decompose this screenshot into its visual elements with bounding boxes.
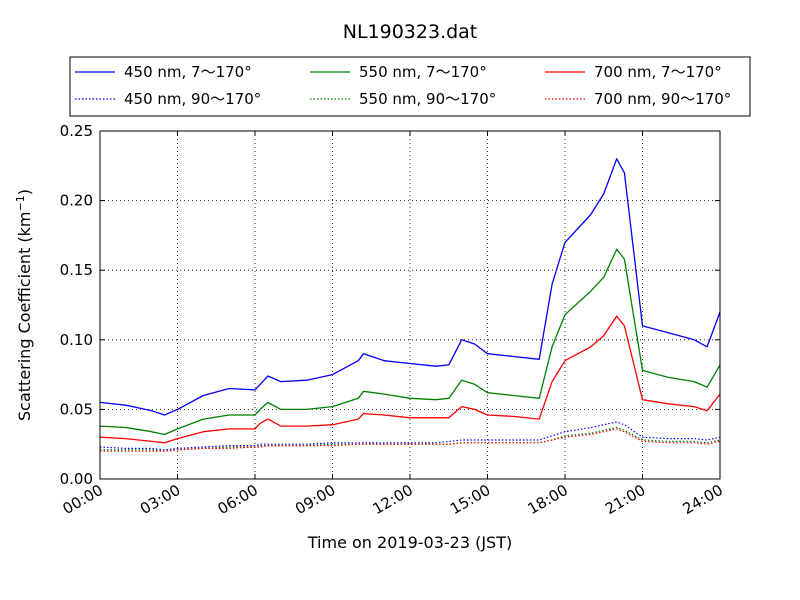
chart-title: NL190323.dat bbox=[343, 21, 478, 43]
legend: 450 nm, 7～170° 450 nm, 90～170° 550 nm, 7～1… bbox=[69, 56, 751, 117]
y-tick-label: 0.15 bbox=[60, 261, 93, 279]
x-axis-label: Time on 2019-03-23 (JST) bbox=[307, 533, 512, 552]
legend-frame bbox=[69, 56, 751, 117]
x-tick-label: 06:00 bbox=[215, 481, 261, 518]
y-axis-label-superscript: −1 bbox=[14, 195, 27, 211]
y-axis-label-end: ) bbox=[15, 189, 34, 195]
x-tick-label: 12:00 bbox=[370, 481, 416, 518]
legend-label-5: 700 nm, 7～170° bbox=[594, 63, 722, 81]
x-tick-label: 09:00 bbox=[292, 481, 338, 518]
x-tick-label: 18:00 bbox=[525, 481, 571, 518]
series-line-6 bbox=[100, 428, 721, 452]
y-tick-label: 0.10 bbox=[60, 331, 93, 349]
x-tick-label: 21:00 bbox=[602, 481, 648, 518]
y-axis-label: Scattering Coefficient (km−1) bbox=[14, 189, 34, 421]
y-axis-label-main: Scattering Coefficient (km bbox=[15, 211, 34, 421]
y-tick-label: 0.20 bbox=[60, 192, 93, 210]
legend-label-6: 700 nm, 90～170° bbox=[594, 90, 731, 108]
y-tick-label: 0.05 bbox=[60, 400, 93, 418]
legend-label-1: 450 nm, 7～170° bbox=[124, 63, 252, 81]
series-line-2 bbox=[99, 421, 721, 451]
legend-label-4: 550 nm, 90～170° bbox=[359, 90, 496, 108]
y-tick-label: 0.25 bbox=[60, 122, 93, 140]
x-tick-label: 15:00 bbox=[447, 481, 493, 518]
x-tick-label: 03:00 bbox=[137, 481, 183, 518]
x-tick-label: 24:00 bbox=[680, 481, 726, 518]
series-line-1 bbox=[99, 158, 721, 416]
series-layer bbox=[99, 158, 721, 452]
series-line-3 bbox=[99, 248, 721, 436]
y-tick-label: 0.00 bbox=[60, 470, 93, 488]
legend-label-3: 550 nm, 7～170° bbox=[359, 63, 487, 81]
grid-lines bbox=[100, 131, 720, 479]
legend-label-2: 450 nm, 90～170° bbox=[124, 90, 261, 108]
series-line-5 bbox=[99, 315, 721, 444]
